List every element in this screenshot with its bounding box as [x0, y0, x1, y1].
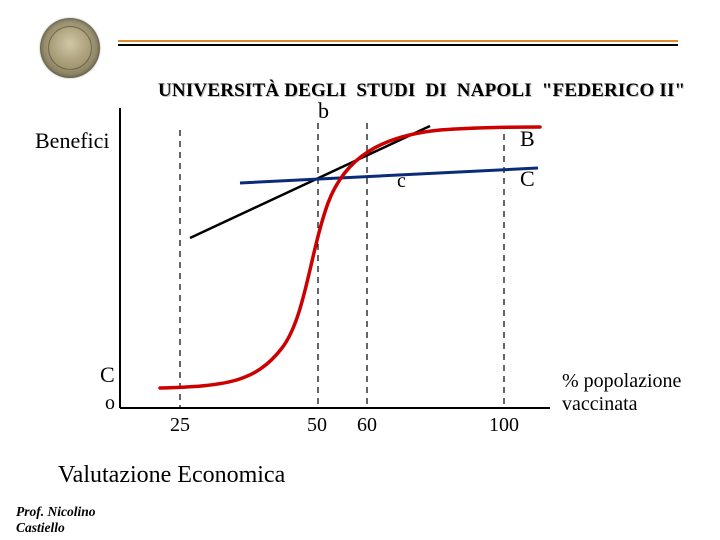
x-axis-label-line1: % popolazione	[562, 370, 681, 392]
uni-title: UNIVERSITÀ DEGLI STUDI DI NAPOLI "FEDERI…	[158, 80, 685, 102]
x-tick-100: 100	[489, 414, 519, 437]
s-curve	[160, 127, 540, 388]
diagonal-cost-line	[190, 126, 430, 238]
origin-label: o	[105, 392, 115, 415]
header-rule-bottom	[118, 44, 678, 46]
university-seal-icon	[40, 18, 100, 78]
x-axis-label: % popolazione vaccinata	[562, 370, 681, 416]
chart-area	[120, 108, 560, 408]
x-tick-25: 25	[170, 414, 190, 437]
header: UNIVERSITÀ DEGLI STUDI DI NAPOLI "FEDERI…	[0, 0, 720, 110]
y-axis-label: Benefici	[35, 128, 110, 154]
prof-line1: Prof. Nicolino	[16, 504, 96, 519]
x-axis-label-line2: vaccinata	[562, 393, 638, 415]
footer-title: Valutazione Economica	[58, 462, 285, 489]
professor-name: Prof. Nicolino Castiello	[16, 504, 96, 535]
prof-line2: Castiello	[16, 520, 65, 535]
label-C-axis: C	[100, 362, 115, 388]
x-tick-60: 60	[357, 414, 377, 437]
header-rules	[118, 40, 678, 48]
chart-svg	[120, 108, 560, 408]
header-rule-top	[118, 40, 678, 42]
x-tick-50: 50	[307, 414, 327, 437]
saturation-line	[240, 168, 538, 183]
